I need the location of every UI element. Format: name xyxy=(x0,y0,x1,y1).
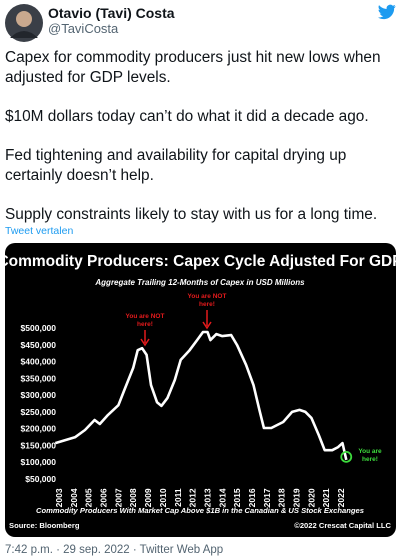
y-tick-label: $100,000 xyxy=(21,457,57,467)
x-tick-label: 2014 xyxy=(217,488,227,507)
x-tick-label: 2018 xyxy=(277,488,287,507)
tweet-text: Capex for commodity producers just hit n… xyxy=(5,48,398,244)
annotation: You are NOT xyxy=(126,313,165,320)
here-marker xyxy=(340,450,353,463)
chart-credit: ©2022 Crescat Capital LLC xyxy=(294,521,391,530)
x-tick-label: 2008 xyxy=(128,488,138,507)
y-tick-label: $150,000 xyxy=(21,440,57,450)
chart-source: Source: Bloomberg xyxy=(9,521,80,530)
paragraph: Supply constraints likely to stay with u… xyxy=(5,206,378,223)
x-tick-label: 2003 xyxy=(54,488,64,507)
y-tick-label: $250,000 xyxy=(21,407,57,417)
y-tick-label: $50,000 xyxy=(25,474,56,484)
y-tick-label: $400,000 xyxy=(21,357,57,367)
y-tick-label: $500,000 xyxy=(21,323,57,333)
x-tick-label: 2004 xyxy=(69,488,79,507)
chart-background xyxy=(5,243,396,537)
chart-subtitle: Aggregate Trailing 12-Months of Capex in… xyxy=(94,278,305,287)
paragraph: $10M dollars today can’t do what it did … xyxy=(5,108,369,125)
x-tick-label: 2020 xyxy=(306,488,316,507)
annotation-arrowhead xyxy=(202,321,212,330)
chart: Commodity Producers: Capex Cycle Adjuste… xyxy=(5,243,396,537)
annotation: here! xyxy=(199,301,215,308)
x-tick-label: 2021 xyxy=(321,488,331,507)
y-tick-label: $450,000 xyxy=(21,340,57,350)
x-tick-label: 2017 xyxy=(262,488,272,507)
y-tick-label: $200,000 xyxy=(21,424,57,434)
x-tick-label: 2007 xyxy=(113,488,123,507)
x-tick-label: 2019 xyxy=(292,488,302,507)
x-tick-label: 2022 xyxy=(336,488,346,507)
paragraph: Fed tightening and availability for capi… xyxy=(5,147,347,184)
annotation: You are xyxy=(358,448,382,455)
x-tick-label: 2006 xyxy=(99,488,109,507)
x-tick-label: 2015 xyxy=(232,488,242,507)
avatar[interactable] xyxy=(5,4,43,42)
author-name[interactable]: Otavio (Tavi) Costa xyxy=(48,5,175,21)
x-tick-label: 2011 xyxy=(173,488,183,507)
paragraph: Capex for commodity producers just hit n… xyxy=(5,49,381,86)
x-tick-label: 2016 xyxy=(247,488,257,507)
x-tick-label: 2012 xyxy=(188,488,198,507)
twitter-logo[interactable] xyxy=(378,4,396,20)
y-tick-label: $300,000 xyxy=(21,390,57,400)
annotation-arrowhead xyxy=(140,338,150,347)
chart-title: Commodity Producers: Capex Cycle Adjuste… xyxy=(5,253,396,270)
chart-caption: Commodity Producers With Market Cap Abov… xyxy=(36,506,364,515)
x-tick-label: 2010 xyxy=(158,488,168,507)
annotation: here! xyxy=(362,456,378,463)
tweet-footer: 7:42 p.m. · 29 sep. 2022 · Twitter Web A… xyxy=(5,544,224,556)
data-line xyxy=(54,330,348,461)
x-tick-label: 2013 xyxy=(202,488,212,507)
annotation: You are NOT xyxy=(188,293,227,300)
translate-link[interactable]: Tweet vertalen xyxy=(5,225,74,237)
x-tick-label: 2009 xyxy=(143,488,153,507)
annotation: here! xyxy=(137,321,153,328)
y-tick-label: $350,000 xyxy=(21,373,57,383)
x-tick-label: 2005 xyxy=(84,488,94,507)
author-handle[interactable]: @TaviCosta xyxy=(48,21,119,36)
